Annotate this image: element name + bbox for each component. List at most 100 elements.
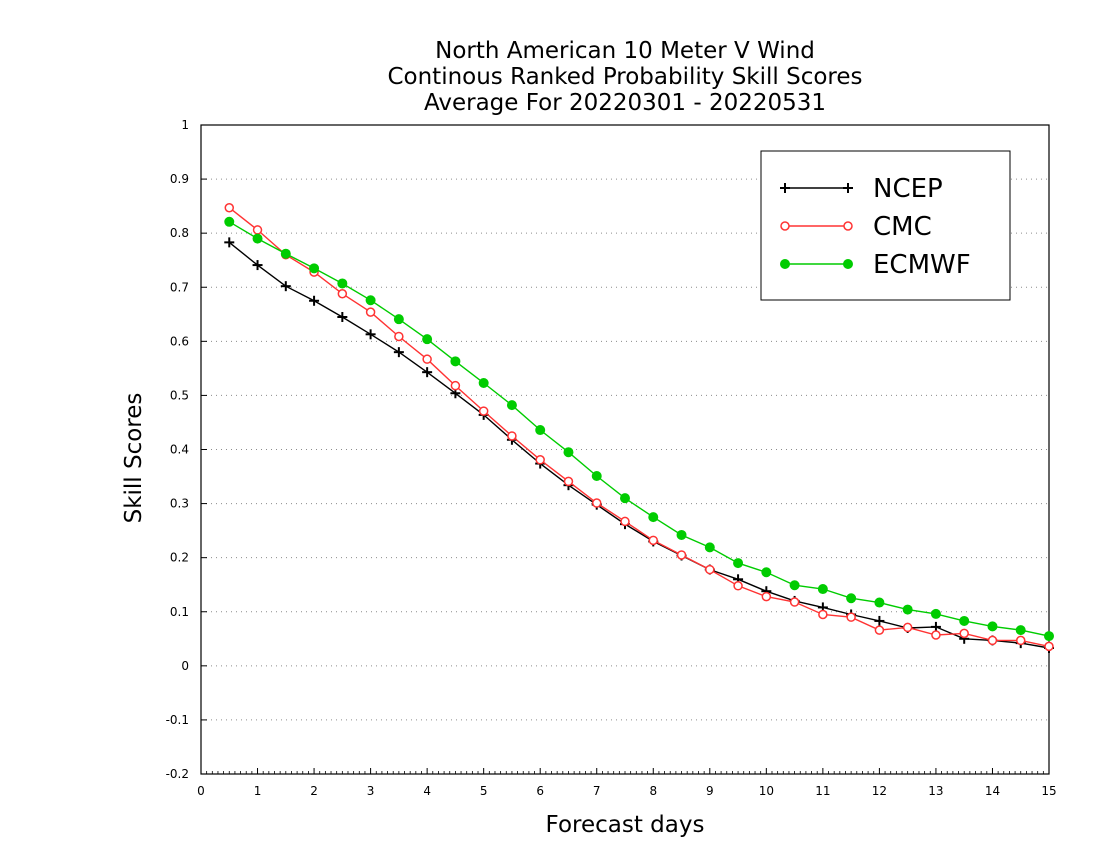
legend-item-ecmwf: ECMWF xyxy=(780,250,971,280)
data-point-cmc xyxy=(846,612,856,622)
x-tick-label: 14 xyxy=(985,784,1000,798)
data-point-ecmwf xyxy=(704,542,715,553)
data-point-ncep xyxy=(365,329,376,340)
legend-marker xyxy=(780,221,790,231)
data-point-ecmwf xyxy=(789,580,800,591)
x-tick-label: 13 xyxy=(928,784,943,798)
data-point-cmc xyxy=(648,535,659,546)
legend-label: ECMWF xyxy=(873,250,971,280)
x-tick-label: 4 xyxy=(423,784,431,798)
y-tick-label: 0.1 xyxy=(170,605,189,619)
x-tick-label: 5 xyxy=(480,784,488,798)
data-point-cmc xyxy=(535,455,545,465)
x-tick-label: 12 xyxy=(872,784,887,798)
x-tick-label: 0 xyxy=(197,784,205,798)
data-point-ecmwf xyxy=(987,621,998,632)
data-point-ecmwf xyxy=(846,593,857,604)
y-tick-label: 0.2 xyxy=(170,551,189,565)
y-tick-label: 0.3 xyxy=(170,497,189,511)
legend-marker xyxy=(843,221,853,231)
x-axis-label: Forecast days xyxy=(546,812,705,838)
y-tick-label: 1 xyxy=(181,118,189,132)
data-point-cmc xyxy=(337,288,348,299)
x-tick-label: 1 xyxy=(254,784,262,798)
data-point-ecmwf xyxy=(902,604,913,615)
legend-marker xyxy=(843,259,853,269)
data-point-cmc xyxy=(874,625,885,635)
legend-item-ncep: NCEP xyxy=(780,174,943,204)
data-point-ecmwf xyxy=(252,233,263,244)
data-point-ncep xyxy=(309,295,320,306)
data-point-cmc xyxy=(563,476,574,487)
data-point-cmc xyxy=(931,630,941,640)
data-point-ncep xyxy=(393,347,404,358)
legend-item-cmc: CMC xyxy=(780,212,932,242)
data-point-ecmwf xyxy=(309,263,320,274)
data-point-ecmwf xyxy=(648,512,659,523)
data-point-ecmwf xyxy=(393,314,404,325)
data-point-ecmwf xyxy=(761,567,772,578)
plot-area xyxy=(224,202,1054,653)
x-tick-label: 7 xyxy=(593,784,601,798)
data-point-cmc xyxy=(1044,641,1054,652)
data-point-cmc xyxy=(422,354,432,364)
chart-title-line: North American 10 Meter V Wind xyxy=(435,38,815,64)
x-axis: 0 1 2 3 4 5 6 7 8 9 10 11 12 13 14 15 xyxy=(197,768,1057,798)
x-tick-label: 6 xyxy=(536,784,544,798)
legend-label: CMC xyxy=(873,212,932,242)
series-line-cmc xyxy=(228,207,1050,648)
data-point-cmc xyxy=(987,635,998,646)
legend: NCEP CMC ECMWF xyxy=(760,150,1011,301)
x-tick-label: 9 xyxy=(706,784,714,798)
data-point-cmc xyxy=(620,516,630,527)
data-point-ecmwf xyxy=(1044,631,1054,642)
legend-label: NCEP xyxy=(873,174,943,204)
y-tick-label: 0 xyxy=(181,659,189,673)
x-tick-label: 3 xyxy=(367,784,375,798)
y-tick-label: -0.1 xyxy=(166,713,189,727)
data-point-cmc xyxy=(478,406,489,416)
data-point-ncep xyxy=(874,615,885,626)
data-point-cmc xyxy=(224,202,235,213)
chart-title-line: Continous Ranked Probability Skill Score… xyxy=(387,64,862,90)
y-tick-label: 0.5 xyxy=(170,388,189,402)
data-point-ecmwf xyxy=(337,278,348,289)
data-point-ecmwf xyxy=(422,334,433,345)
y-tick-label: 0.4 xyxy=(170,443,189,457)
data-point-cmc xyxy=(733,581,743,591)
x-tick-label: 2 xyxy=(310,784,318,798)
data-point-cmc xyxy=(394,331,404,342)
x-tick-label: 10 xyxy=(759,784,774,798)
data-point-ecmwf xyxy=(224,216,235,227)
data-point-ecmwf xyxy=(591,471,602,482)
data-point-ncep xyxy=(252,260,263,271)
y-axis-label: Skill Scores xyxy=(121,393,147,524)
data-point-cmc xyxy=(591,498,602,508)
y-tick-label: -0.2 xyxy=(166,767,189,781)
data-point-ecmwf xyxy=(620,493,630,504)
legend-marker xyxy=(843,183,853,193)
data-point-cmc xyxy=(1015,635,1026,646)
y-axis: -0.2 -0.1 0 0.1 0.2 0.3 0.4 0.5 0.6 0.7 0.8 0.9 1 xyxy=(166,118,207,781)
legend-marker xyxy=(780,183,790,193)
data-point-ncep xyxy=(422,367,433,378)
series-ecmwf xyxy=(224,216,1054,642)
data-point-cmc xyxy=(761,591,772,602)
data-point-ecmwf xyxy=(959,615,970,626)
data-point-ncep xyxy=(224,237,235,248)
y-tick-label: 0.8 xyxy=(170,226,189,240)
data-point-cmc xyxy=(818,609,828,620)
data-point-ecmwf xyxy=(506,400,517,411)
data-point-ecmwf xyxy=(280,248,291,259)
data-point-ncep xyxy=(930,621,941,632)
data-point-ecmwf xyxy=(930,608,941,619)
data-point-cmc xyxy=(789,597,800,607)
data-point-ecmwf xyxy=(817,584,828,595)
legend-marker xyxy=(780,259,790,269)
data-point-cmc xyxy=(902,622,913,633)
chart-title: North American 10 Meter V WindContinous … xyxy=(387,38,862,116)
data-point-ecmwf xyxy=(676,529,687,540)
data-point-cmc xyxy=(450,380,461,391)
data-point-cmc xyxy=(676,550,687,560)
